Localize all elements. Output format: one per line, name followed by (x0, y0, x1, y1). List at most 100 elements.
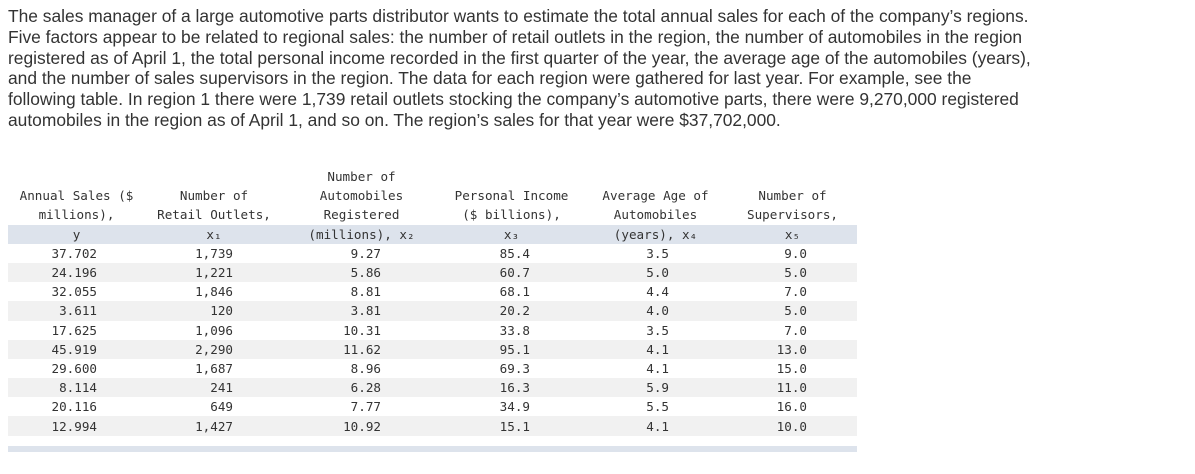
table-cell: 1,096 (195, 322, 233, 338)
table-cell: 37.702 (51, 245, 98, 261)
header-cell: x₃ (440, 224, 583, 244)
header-cell: Number of (327, 169, 396, 185)
table-cell: 7.0 (784, 322, 807, 338)
header-cell (8, 167, 145, 186)
table-cell: 10.31 (343, 322, 381, 338)
data-table: Number of Annual Sales ($ Number of Automob… (8, 167, 857, 436)
header-cell: millions), (38, 207, 115, 223)
header-cell: Number of (758, 188, 827, 204)
paragraph-line: following table. In region 1 there were … (8, 89, 1019, 110)
table-cell: 45.919 (8, 339, 145, 359)
header-cell: (years), x₄ (583, 224, 728, 244)
header-cell (145, 167, 283, 186)
paragraph: The sales manager of a large automotive … (8, 6, 1031, 131)
paragraph-line: registered as of April 1, the total pers… (8, 47, 1031, 68)
table-cell: 15.1 (440, 416, 583, 436)
table-cell: 95.1 (440, 339, 583, 359)
table-cell: 7.0 (784, 284, 807, 300)
header-row: millions), Retail Outlets, Registered ($ bi… (8, 205, 857, 224)
table-row: 8.114 241 6.28 16.3 5.9 11.0 (8, 378, 857, 398)
table-cell: 649 (210, 399, 233, 415)
header-cell: Automobiles (613, 207, 698, 223)
header-cell: Automobiles (319, 188, 404, 204)
header-cell: Registered (323, 207, 400, 223)
table-cell: 8.96 (350, 360, 381, 376)
table-cell: 1,427 (145, 416, 283, 436)
table-cell: 60.7 (440, 262, 583, 283)
table-row: 17.625 1,096 10.31 33.8 3.5 7.0 (8, 321, 857, 340)
table-cell: 68.1 (499, 284, 530, 300)
table-cell: 20.116 (51, 399, 98, 415)
table-cell: 3.5 (646, 245, 669, 261)
table-cell: 5.5 (646, 399, 669, 415)
header-row: Annual Sales ($ Number of Automobiles Perso… (8, 186, 857, 205)
table-cell: 1,739 (195, 245, 233, 261)
table-cell: 6.28 (283, 378, 440, 398)
paragraph-line: The sales manager of a large automotive … (8, 6, 1029, 26)
header-cell: Retail Outlets, (157, 207, 271, 223)
paragraph-line: Five factors appear to be related to reg… (8, 26, 1023, 47)
table-cell: 32.055 (51, 284, 98, 300)
table-cell: 11.62 (283, 339, 440, 359)
paragraph-line: automobiles in the region as of April 1,… (8, 109, 781, 130)
table-row: 20.116 649 7.77 34.9 5.5 16.0 (8, 397, 857, 416)
header-cell (728, 167, 857, 186)
table-cell: 3.611 (8, 301, 145, 321)
table-row: 29.600 1,687 8.96 69.3 4.1 15.0 (8, 359, 857, 378)
header-row: y x₁ (millions), x₂ x₃ (years), x₄ x₅ (8, 224, 857, 244)
table-cell: 1,687 (195, 360, 233, 376)
paragraph-line: and the number of sales supervisors in t… (8, 68, 972, 89)
header-cell: (millions), x₂ (283, 224, 440, 244)
table-cell: 5.0 (583, 262, 728, 283)
header-cell: ($ billions), (462, 207, 561, 223)
table-cell: 10.0 (728, 416, 857, 436)
table-cell: 85.4 (499, 245, 530, 261)
table-cell: 4.4 (646, 284, 669, 300)
table-cell: 1,846 (195, 284, 233, 300)
table-cell: 3.81 (283, 301, 440, 321)
header-cell (440, 167, 583, 186)
table-cell: 17.625 (51, 322, 98, 338)
table-cell: 24.196 (8, 262, 145, 283)
table-cell: 5.9 (583, 378, 728, 398)
table-cell: 5.0 (728, 301, 857, 321)
table-cell: 16.3 (440, 378, 583, 398)
table-cell: 7.77 (350, 399, 381, 415)
table-cell: 16.0 (776, 399, 807, 415)
table-cell: 2,290 (145, 339, 283, 359)
table-cell: 20.2 (440, 301, 583, 321)
table-cell: 13.0 (728, 339, 857, 359)
header-row: Number of (8, 167, 857, 186)
table-cell: 29.600 (51, 360, 98, 376)
table-cell: 69.3 (499, 360, 530, 376)
header-cell: Average Age of (602, 188, 709, 204)
table-cell: 4.1 (646, 360, 669, 376)
header-cell: Personal Income (454, 188, 569, 204)
table-cell: 15.0 (776, 360, 807, 376)
table-cell: 11.0 (728, 378, 857, 398)
header-cell: Number of (179, 188, 249, 204)
header-cell: x₁ (145, 224, 283, 244)
table-cell: 241 (145, 378, 283, 398)
table-row: 32.055 1,846 8.81 68.1 4.4 7.0 (8, 282, 857, 301)
table-cell: 4.1 (583, 339, 728, 359)
header-cell: Supervisors, (747, 207, 838, 223)
table-row: 45.919 2,290 11.62 95.1 4.1 13.0 (8, 339, 857, 359)
table-cell: 1,221 (145, 262, 283, 283)
table-cell: 12.994 (8, 416, 145, 436)
table-cell: 33.8 (499, 322, 530, 338)
table-cell: 5.86 (283, 262, 440, 283)
table-row: 3.611 120 3.81 20.2 4.0 5.0 (8, 301, 857, 321)
table-cell: 8.114 (8, 378, 145, 398)
table-footer-bar (8, 446, 857, 452)
table-cell: 3.5 (646, 322, 669, 338)
table-cell: 10.92 (283, 416, 440, 436)
table-cell: 4.1 (583, 416, 728, 436)
table-cell: 34.9 (499, 399, 530, 415)
header-cell (583, 167, 728, 186)
table-cell: 9.0 (784, 245, 807, 261)
table-cell: 5.0 (728, 262, 857, 283)
table-row: 24.196 1,221 5.86 60.7 5.0 5.0 (8, 262, 857, 283)
header-cell: Annual Sales ($ (19, 188, 134, 204)
